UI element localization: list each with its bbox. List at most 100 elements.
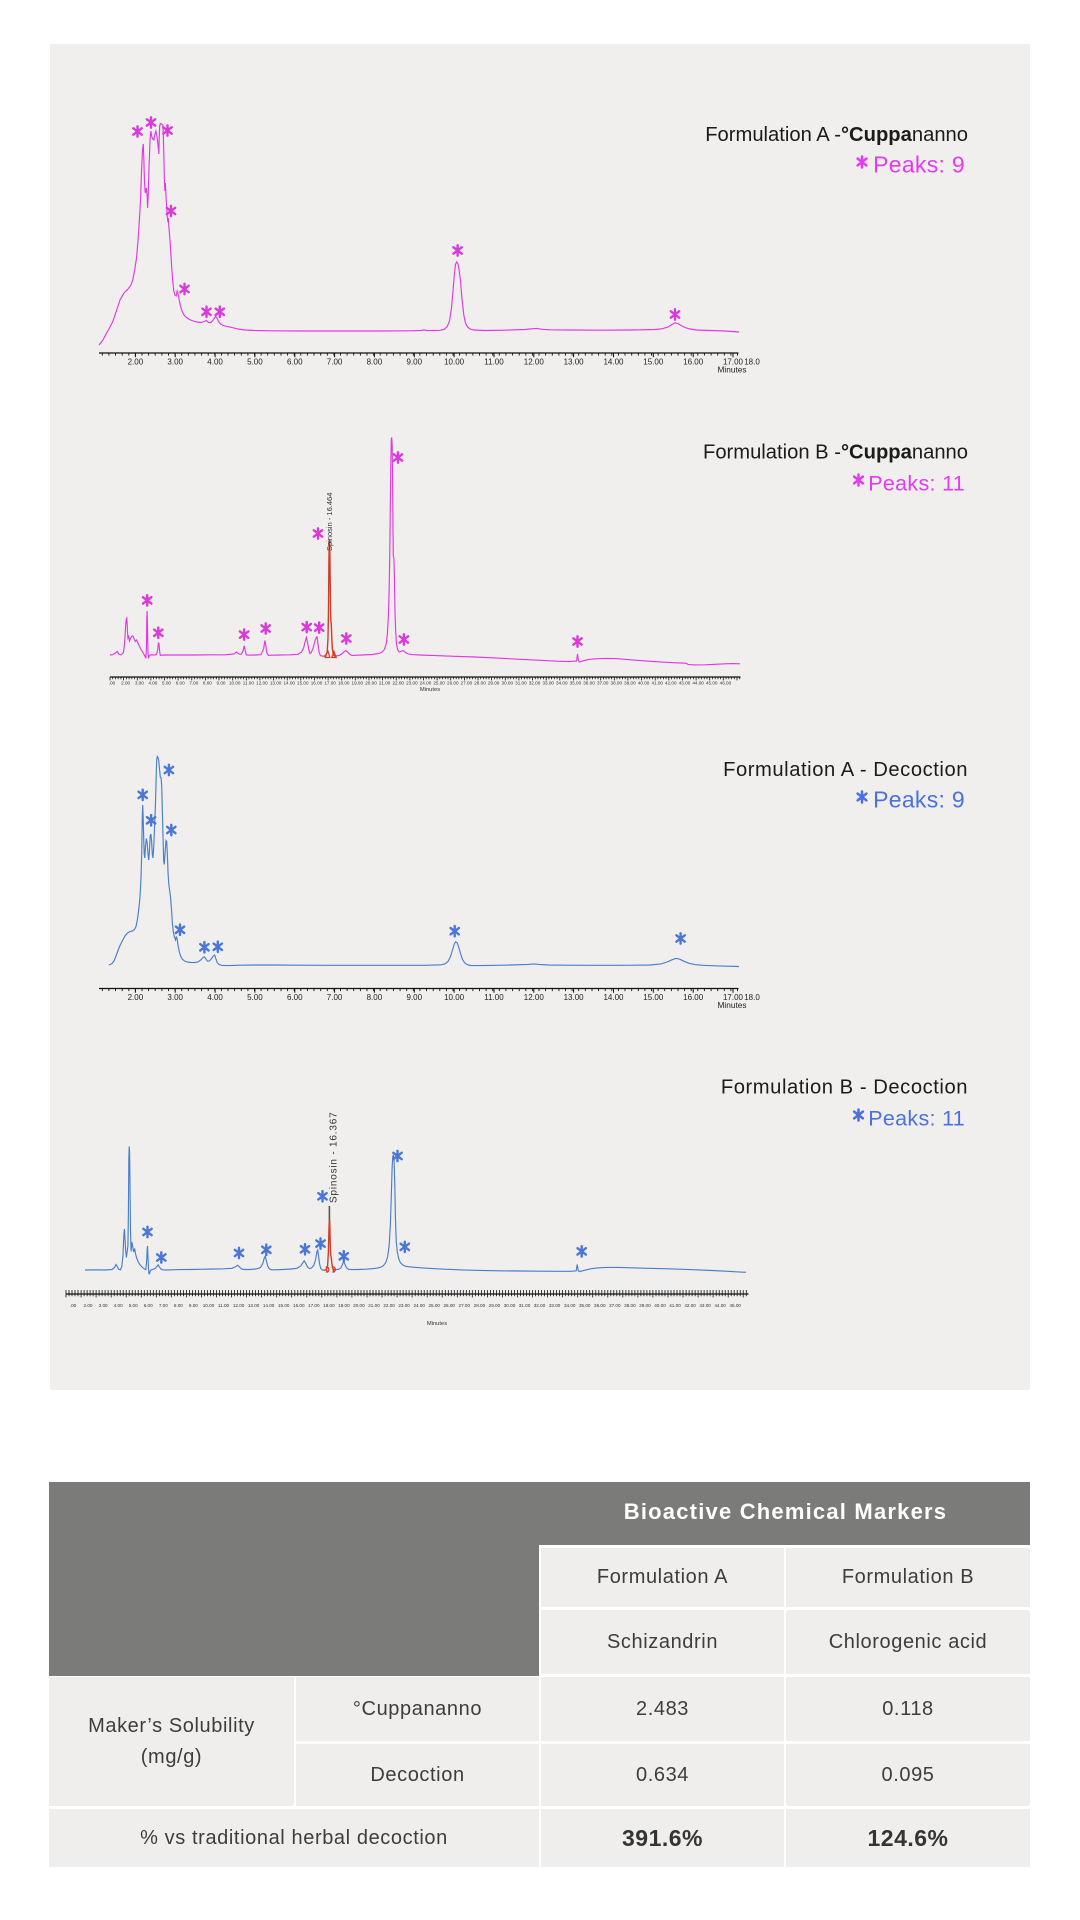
svg-text:32.00: 32.00 (529, 681, 541, 686)
svg-text:Minutes: Minutes (420, 687, 440, 693)
svg-text:23.00: 23.00 (398, 1303, 410, 1308)
svg-text:3.00: 3.00 (135, 681, 144, 686)
svg-text:Minutes: Minutes (717, 1000, 746, 1010)
svg-text:29.00: 29.00 (489, 1303, 501, 1308)
svg-text:42.00: 42.00 (684, 1303, 696, 1308)
svg-text:34.00: 34.00 (564, 1303, 576, 1308)
svg-text:26.00: 26.00 (443, 1303, 455, 1308)
svg-text:43.00: 43.00 (699, 1303, 711, 1308)
svg-text:15.00: 15.00 (278, 1303, 290, 1308)
svg-text:37.00: 37.00 (609, 1303, 621, 1308)
svg-text:45.00: 45.00 (729, 1303, 741, 1308)
svg-text:24.00: 24.00 (413, 1303, 425, 1308)
svg-text:23.00: 23.00 (406, 681, 418, 686)
svg-text:20.00: 20.00 (353, 1303, 365, 1308)
svg-text:12.00: 12.00 (524, 358, 545, 367)
svg-text:21.00: 21.00 (368, 1303, 380, 1308)
svg-text:14.00: 14.00 (283, 681, 295, 686)
svg-text:Spinosin - 16.464: Spinosin - 16.464 (325, 493, 334, 551)
svg-text:25.00: 25.00 (428, 1303, 440, 1308)
svg-text:7.00: 7.00 (189, 681, 198, 686)
svg-text:25.00: 25.00 (433, 681, 445, 686)
svg-text:11.00: 11.00 (484, 993, 504, 1002)
svg-text:2.00: 2.00 (128, 993, 144, 1002)
svg-text:15.00: 15.00 (297, 681, 309, 686)
svg-text:7.00: 7.00 (159, 1303, 168, 1308)
svg-text:40.00: 40.00 (638, 681, 650, 686)
svg-text:44.00: 44.00 (692, 681, 704, 686)
svg-text:3.00: 3.00 (99, 1303, 108, 1308)
svg-text:21.00: 21.00 (379, 681, 391, 686)
svg-text:14.00: 14.00 (263, 1303, 275, 1308)
svg-text:11.00: 11.00 (243, 681, 255, 686)
svg-text:31.00: 31.00 (515, 681, 527, 686)
svg-text:32.00: 32.00 (534, 1303, 546, 1308)
svg-text:2.00: 2.00 (128, 358, 144, 367)
svg-text:15.00: 15.00 (643, 993, 664, 1002)
svg-text:12.00: 12.00 (233, 1303, 245, 1308)
svg-text:16.00: 16.00 (683, 358, 704, 367)
svg-text:24.00: 24.00 (420, 681, 432, 686)
svg-text:9.00: 9.00 (217, 681, 226, 686)
svg-text:10.00: 10.00 (203, 1303, 215, 1308)
svg-text:13.00: 13.00 (564, 993, 585, 1002)
svg-text:11.00: 11.00 (218, 1303, 230, 1308)
svg-text:13.00: 13.00 (248, 1303, 260, 1308)
svg-text:3.00: 3.00 (167, 993, 183, 1002)
svg-text:13.00: 13.00 (564, 358, 585, 367)
svg-text:14.00: 14.00 (603, 358, 624, 367)
svg-text:8.00: 8.00 (174, 1303, 183, 1308)
svg-text:41.00: 41.00 (669, 1303, 681, 1308)
svg-text:4.00: 4.00 (207, 358, 223, 367)
svg-text:36.00: 36.00 (583, 681, 595, 686)
svg-text:5.00: 5.00 (162, 681, 171, 686)
svg-text:39.00: 39.00 (639, 1303, 651, 1308)
svg-text:6.00: 6.00 (287, 358, 303, 367)
svg-text:28.00: 28.00 (474, 681, 486, 686)
svg-text:5.00: 5.00 (247, 358, 263, 367)
svg-text:22.00: 22.00 (383, 1303, 395, 1308)
svg-text:16.00: 16.00 (683, 993, 704, 1002)
svg-text:Peaks: 9: Peaks: 9 (873, 787, 965, 813)
svg-text:3.00: 3.00 (167, 358, 183, 367)
svg-text:Peaks: 9: Peaks: 9 (873, 152, 965, 178)
svg-text:34.00: 34.00 (556, 681, 568, 686)
svg-text:30.00: 30.00 (504, 1303, 516, 1308)
svg-text:10.00: 10.00 (444, 358, 465, 367)
svg-text:10.00: 10.00 (229, 681, 241, 686)
svg-text:Minutes: Minutes (427, 1321, 447, 1327)
svg-text:12.00: 12.00 (524, 993, 545, 1002)
svg-text:8.00: 8.00 (367, 358, 383, 367)
svg-text:33.00: 33.00 (549, 1303, 561, 1308)
svg-text:44.00: 44.00 (714, 1303, 726, 1308)
svg-text:14.00: 14.00 (603, 993, 624, 1002)
svg-text:4.00: 4.00 (148, 681, 157, 686)
svg-text:2.00: 2.00 (84, 1303, 93, 1308)
svg-text:6.00: 6.00 (287, 993, 303, 1002)
svg-text:Formulation A - Decoction: Formulation A - Decoction (723, 759, 968, 781)
svg-text:39.00: 39.00 (624, 681, 636, 686)
svg-text:.00: .00 (109, 681, 116, 686)
svg-text:42.00: 42.00 (665, 681, 677, 686)
svg-text:17.00: 17.00 (723, 358, 744, 367)
svg-text:Formulation A -°Cuppananno: Formulation A -°Cuppananno (705, 124, 968, 146)
svg-text:30.00: 30.00 (502, 681, 514, 686)
svg-text:20.00: 20.00 (365, 681, 377, 686)
svg-text:5.00: 5.00 (129, 1303, 138, 1308)
svg-text:38.00: 38.00 (611, 681, 623, 686)
svg-text:9.00: 9.00 (189, 1303, 198, 1308)
svg-text:6.00: 6.00 (176, 681, 185, 686)
svg-text:13.00: 13.00 (270, 681, 282, 686)
svg-text:11.00: 11.00 (484, 358, 504, 367)
svg-text:18.00: 18.00 (323, 1303, 335, 1308)
svg-text:Minutes: Minutes (717, 365, 746, 375)
svg-text:27.00: 27.00 (459, 1303, 471, 1308)
svg-text:17.00: 17.00 (324, 681, 336, 686)
svg-text:Spinosin - 16.367: Spinosin - 16.367 (329, 1112, 340, 1203)
svg-text:12.00: 12.00 (256, 681, 268, 686)
svg-text:46.00: 46.00 (720, 681, 732, 686)
svg-text:26.00: 26.00 (447, 681, 459, 686)
svg-text:17.00: 17.00 (308, 1303, 320, 1308)
svg-text:38.00: 38.00 (624, 1303, 636, 1308)
svg-text:40.00: 40.00 (654, 1303, 666, 1308)
